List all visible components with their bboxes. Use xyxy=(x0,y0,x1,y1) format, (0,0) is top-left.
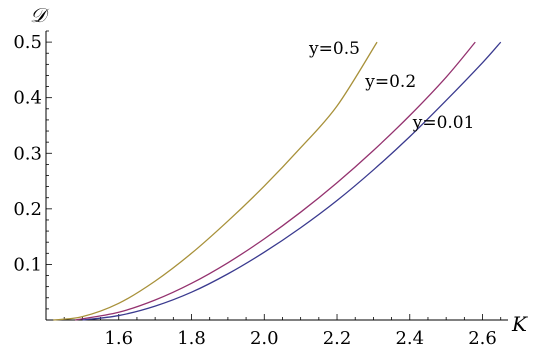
y-tick-label: 0.1 xyxy=(13,254,42,275)
x-tick-label: 2.4 xyxy=(395,328,424,349)
series-line xyxy=(82,41,502,321)
series-line xyxy=(53,41,378,321)
series-line xyxy=(74,41,476,321)
x-tick-label: 1.8 xyxy=(177,328,206,349)
series-label: y=0.2 xyxy=(364,72,416,92)
x-tick-label: 2.6 xyxy=(468,328,497,349)
x-tick-label: 2.0 xyxy=(250,328,279,349)
y-tick-label: 0.5 xyxy=(13,32,42,53)
y-tick-label: 0.4 xyxy=(13,88,42,109)
y-tick-label: 0.3 xyxy=(13,143,42,164)
series-label: y=0.01 xyxy=(412,113,475,133)
x-tick-label: 1.6 xyxy=(104,328,133,349)
y-tick-label: 0.2 xyxy=(13,199,42,220)
series-layer: y=0.5y=0.2 y=0.01 xyxy=(53,39,502,321)
y-axis-title: 𝒟 xyxy=(30,3,50,27)
x-axis-title: K xyxy=(511,312,528,336)
axes: 1.6 1.8 2.0 2.2 2.4 2.6 0.1 0.2 0.3 0.4 0.5 xyxy=(13,30,508,349)
series-label: y=0.5 xyxy=(308,39,360,59)
x-tick-label: 2.2 xyxy=(323,328,352,349)
